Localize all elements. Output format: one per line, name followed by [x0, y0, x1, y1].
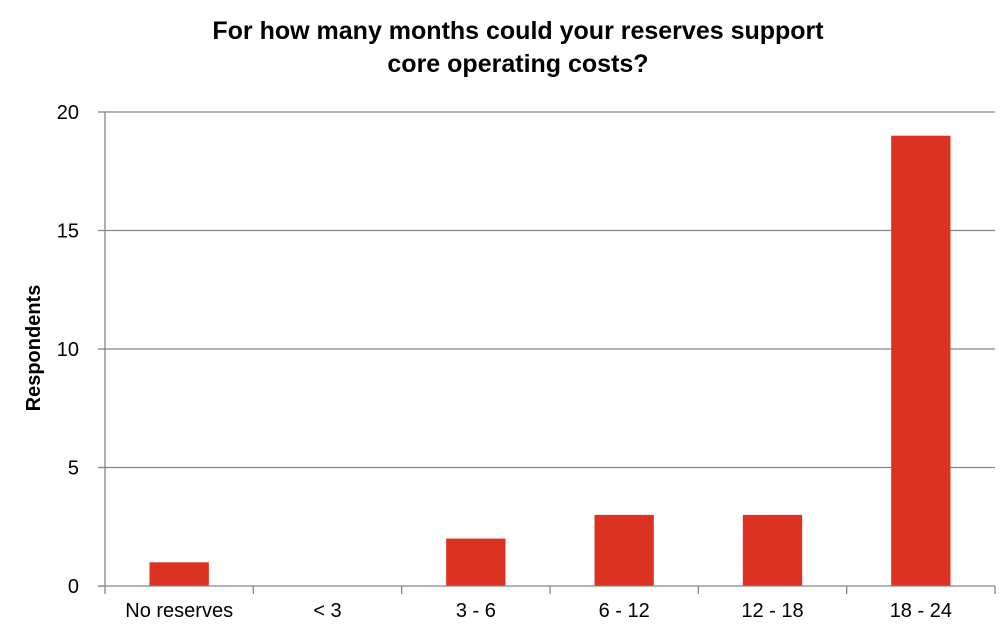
y-tick-label: 20 — [57, 102, 79, 124]
y-tick-label: 5 — [68, 458, 79, 480]
gridlines — [105, 111, 995, 469]
x-tick-label: 3 - 6 — [456, 600, 496, 622]
y-tick-label: 15 — [57, 221, 79, 243]
bar — [149, 562, 209, 586]
chart-title-line-2: core operating costs? — [387, 50, 648, 78]
x-tick-label: No reserves — [125, 600, 233, 622]
x-tick-labels: No reserves < 3 3 - 6 6 - 12 12 - 18 18 - 24 — [125, 600, 952, 622]
bars — [149, 135, 951, 586]
bar — [891, 135, 951, 586]
chart-title-line-1: For how many months could your reserves … — [212, 17, 824, 45]
x-tick-label: 12 - 18 — [741, 600, 803, 622]
y-tick-labels: 0 5 10 15 20 — [57, 102, 79, 598]
bar — [742, 514, 803, 586]
y-tick-label: 0 — [68, 576, 79, 598]
x-tick-label: 6 - 12 — [599, 600, 650, 622]
bar — [446, 538, 506, 586]
y-axis-title: Respondents — [23, 285, 45, 412]
x-tick-label: < 3 — [313, 600, 341, 622]
x-tick-label: 18 - 24 — [890, 600, 952, 622]
chart-title: For how many months could your reserves … — [212, 17, 824, 78]
axes — [98, 111, 996, 594]
y-tick-label: 10 — [57, 339, 79, 361]
bar — [594, 514, 654, 586]
